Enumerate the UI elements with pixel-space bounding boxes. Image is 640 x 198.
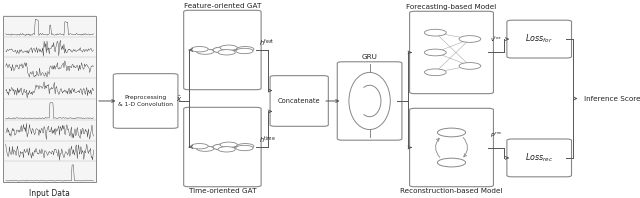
Circle shape [236,48,253,54]
Circle shape [212,47,232,53]
Circle shape [424,69,446,76]
Circle shape [196,146,214,151]
Text: Reconstruction-based Model: Reconstruction-based Model [400,188,503,194]
Circle shape [459,63,481,69]
Text: $h^{\mathrm{time}}$: $h^{\mathrm{time}}$ [259,134,276,146]
Text: Concatenate: Concatenate [278,98,321,104]
Text: Input Data: Input Data [29,188,70,198]
Circle shape [191,47,208,52]
Text: $p^{\mathrm{rec}}$: $p^{\mathrm{rec}}$ [490,130,503,140]
FancyBboxPatch shape [410,11,493,94]
Circle shape [438,128,466,137]
FancyBboxPatch shape [270,76,328,126]
Text: $\bar{x}$: $\bar{x}$ [176,94,182,104]
Text: Preprocessing
& 1-D Convolution: Preprocessing & 1-D Convolution [118,95,173,107]
FancyBboxPatch shape [507,139,572,177]
Circle shape [424,29,446,36]
FancyBboxPatch shape [184,10,261,90]
FancyBboxPatch shape [184,107,261,187]
Text: GRU: GRU [362,54,378,60]
Circle shape [424,49,446,56]
Ellipse shape [349,72,390,129]
Circle shape [237,144,254,149]
Text: Time-oriented GAT: Time-oriented GAT [189,188,256,194]
Text: Feature-oriented GAT: Feature-oriented GAT [184,3,261,9]
Text: Inference Score: Inference Score [584,95,640,102]
Text: $\mathit{Loss}_{for}$: $\mathit{Loss}_{for}$ [525,33,553,45]
Text: $h^{\mathrm{feat}}$: $h^{\mathrm{feat}}$ [259,37,275,49]
Circle shape [220,45,237,50]
Circle shape [459,36,481,42]
FancyBboxPatch shape [410,108,493,187]
Text: $v^{\mathrm{for}}$: $v^{\mathrm{for}}$ [490,34,502,44]
Circle shape [237,47,254,52]
FancyBboxPatch shape [113,74,178,128]
Circle shape [236,145,253,151]
Text: Forecasting-based Model: Forecasting-based Model [406,4,497,10]
Circle shape [191,144,208,149]
FancyBboxPatch shape [507,20,572,58]
Circle shape [218,147,236,152]
Circle shape [196,49,214,54]
FancyBboxPatch shape [3,16,96,182]
Circle shape [438,158,466,167]
Circle shape [220,142,237,148]
FancyBboxPatch shape [337,62,402,140]
Circle shape [212,144,232,150]
Circle shape [218,50,236,55]
Text: $\mathit{Loss}_{rec}$: $\mathit{Loss}_{rec}$ [525,152,554,164]
